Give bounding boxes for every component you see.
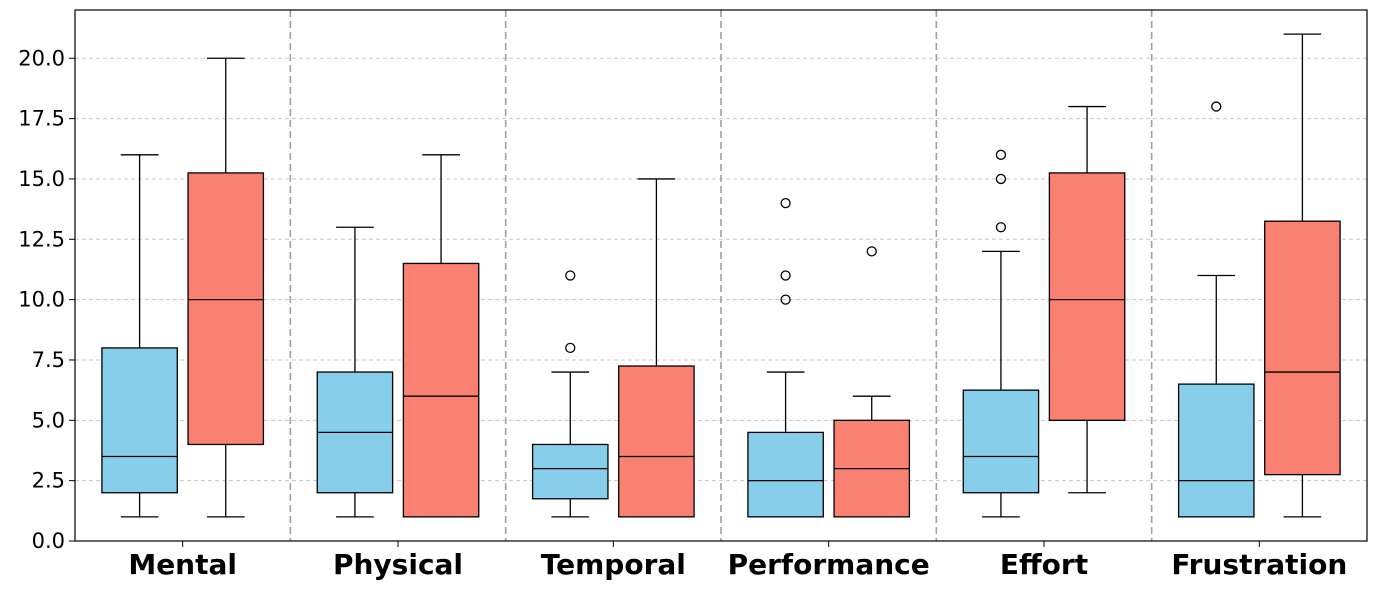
- x-tick-label: Frustration: [1171, 548, 1347, 581]
- outlier-point: [780, 270, 791, 281]
- box-group: [962, 149, 1040, 518]
- outlier-point: [995, 222, 1007, 233]
- outlier-point: [995, 173, 1007, 185]
- y-axis-ticks: 0.0 2.5 5.0 7.5 10.0 12.5 15.0 17.5 20.0: [18, 46, 75, 553]
- box-group: [531, 270, 609, 518]
- x-tick-label: Performance: [728, 548, 930, 581]
- box-iqr: [962, 389, 1040, 494]
- box-iqr: [747, 431, 824, 518]
- box-group: [316, 226, 394, 518]
- outlier-point: [1211, 101, 1222, 112]
- box-iqr: [1048, 172, 1126, 421]
- box-group: [747, 197, 824, 518]
- y-tick-label: 17.5: [18, 107, 65, 131]
- y-tick-label: 2.5: [32, 469, 65, 493]
- box-iqr: [1264, 220, 1341, 476]
- box-iqr: [618, 365, 695, 518]
- box-group: [187, 57, 265, 518]
- x-axis-ticks: Mental Physical Temporal Performance Effort F…: [128, 541, 1347, 581]
- box-group: [1048, 105, 1126, 494]
- x-tick-label: Physical: [333, 548, 463, 581]
- category-separators: [289, 10, 1153, 541]
- y-tick-label: 20.0: [18, 46, 65, 70]
- outlier-point: [995, 149, 1007, 160]
- y-tick-label: 7.5: [32, 348, 65, 372]
- x-tick-label: Mental: [128, 548, 237, 581]
- box-group: [833, 246, 911, 518]
- outlier-point: [565, 342, 576, 354]
- box-iqr: [101, 347, 178, 494]
- y-tick-label: 12.5: [18, 227, 65, 251]
- box-group: [618, 178, 695, 518]
- y-tick-label: 0.0: [32, 529, 65, 553]
- box-group: [1177, 101, 1255, 518]
- x-tick-label: Effort: [1000, 548, 1088, 581]
- y-tick-label: 10.0: [18, 288, 65, 312]
- outlier-point: [866, 246, 877, 257]
- y-tick-label: 5.0: [32, 408, 65, 432]
- outlier-point: [780, 294, 791, 305]
- box-group: [402, 154, 480, 518]
- x-tick-label: Temporal: [541, 548, 686, 581]
- outlier-point: [780, 197, 791, 209]
- box-group: [101, 154, 178, 518]
- box-iqr: [1177, 383, 1255, 518]
- boxes: [101, 33, 1341, 518]
- box-iqr: [187, 172, 265, 446]
- outlier-point: [565, 270, 576, 281]
- box-iqr: [402, 262, 480, 518]
- y-tick-label: 15.0: [18, 167, 65, 191]
- box-iqr: [531, 443, 609, 500]
- plot-area-frame: [74, 9, 1368, 542]
- box-group: [1264, 33, 1341, 518]
